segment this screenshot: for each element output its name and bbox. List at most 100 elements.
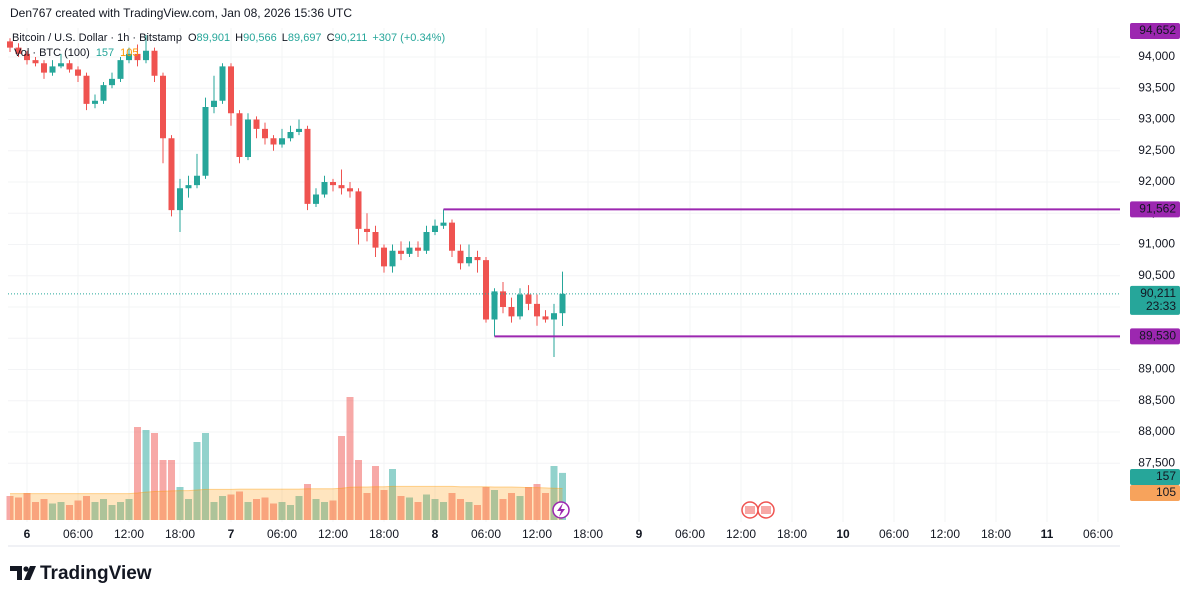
candle-body <box>236 113 243 157</box>
candle-body <box>109 78 115 86</box>
volume-bar <box>440 502 447 520</box>
volume-bar <box>6 496 14 520</box>
volume-bar <box>40 499 48 520</box>
candle-body <box>75 69 81 76</box>
x-tick-label: 18:00 <box>165 527 195 541</box>
candle-body <box>389 250 396 267</box>
volume-bar <box>185 499 192 520</box>
volume-bar <box>134 427 141 520</box>
volume-bar <box>457 499 464 520</box>
ohlc-value: 90,566 <box>243 32 277 44</box>
volume-bar <box>168 460 175 520</box>
credit: Den767 created with TradingView.com, Jan… <box>10 6 352 20</box>
volume-bar <box>159 460 167 520</box>
candle-body <box>270 138 277 145</box>
volume-bar <box>15 497 22 520</box>
flag-icon <box>745 506 755 514</box>
candle-body <box>211 100 217 107</box>
candle-body <box>398 250 404 254</box>
candle-body <box>313 194 319 204</box>
candle-body <box>15 47 22 54</box>
last-price-label: 23:33 <box>1146 299 1176 313</box>
volume-ma-label: 105 <box>1156 485 1176 499</box>
flag-icon <box>761 506 771 514</box>
level-label: 91,562 <box>1139 202 1176 216</box>
overlay <box>8 208 1120 338</box>
volume-bar <box>338 436 345 520</box>
candle-body <box>364 228 370 232</box>
volume-bar <box>389 469 396 520</box>
volume-bar <box>142 430 150 520</box>
grid <box>8 28 1120 522</box>
volume-bar <box>406 497 413 520</box>
candle-body <box>432 225 438 232</box>
volume-bar <box>261 497 269 520</box>
y-tick-label: 92,500 <box>1138 143 1175 157</box>
volume-bar <box>66 505 73 520</box>
candle-body <box>457 250 464 264</box>
candle-body <box>406 247 413 254</box>
candle-body <box>100 85 107 101</box>
volume-bar <box>176 487 184 520</box>
volume-bar <box>312 499 320 520</box>
volume-bar <box>117 502 124 520</box>
ohlc-key: L <box>282 32 288 44</box>
candle-body <box>423 232 430 251</box>
volume-bar <box>363 493 371 520</box>
candle-body <box>279 138 285 145</box>
volume-bar <box>91 502 99 520</box>
candle-body <box>168 138 175 211</box>
candle-body <box>466 257 472 264</box>
last-price-label-box <box>1130 285 1180 315</box>
candle-body <box>92 100 98 104</box>
candle-body <box>372 232 379 248</box>
candle-body <box>194 175 200 186</box>
candle-body <box>262 128 268 139</box>
candle-body <box>143 50 149 61</box>
high-label-box <box>1130 23 1180 39</box>
ohlc-key: C <box>327 32 335 44</box>
volume-bar <box>270 503 277 520</box>
volume-bar <box>23 493 31 520</box>
volume-bar <box>253 499 260 520</box>
candle-body <box>160 75 166 139</box>
candle-body <box>304 128 311 204</box>
volume-bar <box>244 502 252 520</box>
x-tick-label: 12:00 <box>726 527 756 541</box>
candle-body <box>24 53 30 61</box>
candle-body <box>542 316 549 320</box>
y-tick-label: 93,500 <box>1138 80 1175 94</box>
volume-bar <box>525 487 532 520</box>
candle-body <box>500 291 506 307</box>
volume-title: Vol · BTC (100) <box>14 47 90 59</box>
candle-body <box>126 53 132 61</box>
candle-body <box>202 107 209 176</box>
candle-body <box>321 182 328 195</box>
candle-body <box>253 119 260 129</box>
y-tick-label: 92,000 <box>1138 174 1175 188</box>
volume-bar <box>83 496 90 520</box>
volume-ma-label-box <box>1130 485 1180 501</box>
x-tick-label: 6 <box>24 527 31 541</box>
candle-body <box>151 50 158 76</box>
last-price-label: 90,211 <box>1140 286 1176 300</box>
volume-bar <box>125 499 133 520</box>
high-label: 94,652 <box>1139 23 1176 37</box>
candle-body <box>287 132 294 139</box>
volume-bar <box>287 505 294 520</box>
volume-bar <box>219 496 226 520</box>
x-tick-label: 18:00 <box>777 527 807 541</box>
candle-body <box>508 307 515 317</box>
event-icons <box>552 501 775 519</box>
x-tick-label: 18:00 <box>981 527 1011 541</box>
level-label-box <box>1130 201 1180 218</box>
ohlc-key: O <box>188 32 197 44</box>
y-tick-label: 91,000 <box>1138 237 1175 251</box>
candle-body <box>483 260 489 320</box>
x-tick-label: 18:00 <box>573 527 603 541</box>
candle-body <box>245 119 251 157</box>
volume-bar <box>474 505 481 520</box>
candle-body <box>66 63 73 70</box>
x-tick-label: 11 <box>1041 527 1054 541</box>
volume-bar <box>346 397 354 520</box>
